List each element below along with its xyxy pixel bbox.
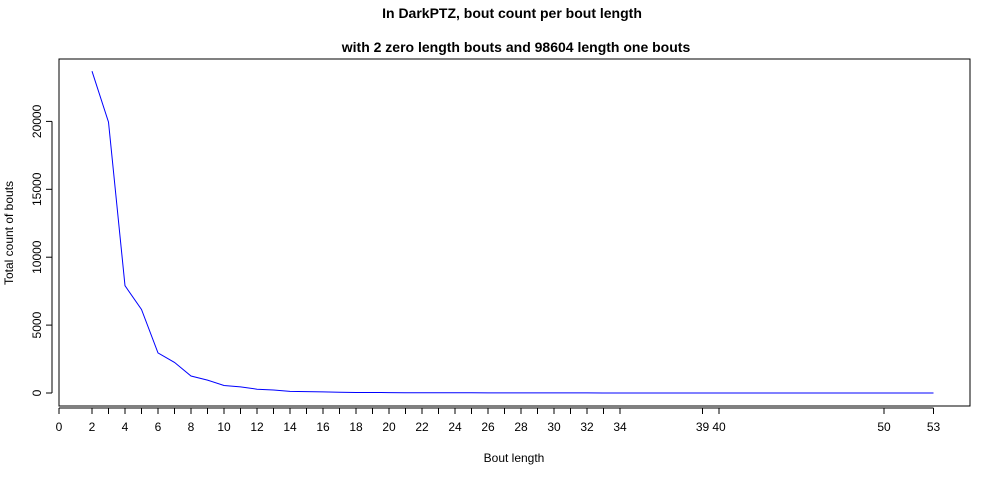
x-tick-label: 30 (547, 420, 561, 434)
x-tick-label: 6 (155, 420, 162, 434)
x-tick-label: 39 (696, 420, 710, 434)
x-tick-label: 53 (927, 420, 941, 434)
x-axis-label: Bout length (484, 451, 545, 465)
series-line (91, 71, 934, 394)
series-layer (91, 71, 934, 394)
y-axis-label: Total count of bouts (2, 181, 16, 285)
x-tick-label: 28 (514, 420, 528, 434)
x-tick-label: 32 (580, 420, 594, 434)
x-tick-label: 18 (349, 420, 363, 434)
x-axis: 0 2 4 6 8 10 12 14 16 18 20 22 24 26 28 30 32 34 39 40 50 53 (56, 407, 941, 434)
x-tick-label: 14 (283, 420, 297, 434)
y-tick-label: 5000 (30, 311, 44, 338)
y-tick-label: 20000 (30, 104, 44, 138)
x-tick-label: 24 (448, 420, 462, 434)
y-tick-label: 15000 (30, 172, 44, 206)
x-tick-label: 4 (122, 420, 129, 434)
x-tick-label: 50 (877, 420, 891, 434)
x-tick-label: 10 (217, 420, 231, 434)
x-tick-label: 20 (382, 420, 396, 434)
x-tick-label: 40 (712, 420, 726, 434)
x-tick-label: 34 (613, 420, 627, 434)
plot-frame (58, 58, 971, 407)
x-tick-label: 22 (415, 420, 429, 434)
x-tick-label: 12 (250, 420, 264, 434)
chart-subtitle: with 2 zero length bouts and 98604 lengt… (341, 39, 691, 55)
x-tick-label: 26 (481, 420, 495, 434)
x-tick-label: 8 (188, 420, 195, 434)
y-axis: 0 5000 10000 15000 20000 (30, 104, 53, 396)
x-tick-label: 2 (89, 420, 96, 434)
x-tick-label: 16 (316, 420, 330, 434)
x-tick-label: 0 (56, 420, 63, 434)
y-tick-label: 10000 (30, 240, 44, 274)
chart-title: In DarkPTZ, bout count per bout length (382, 5, 642, 21)
y-tick-label: 0 (30, 389, 44, 396)
